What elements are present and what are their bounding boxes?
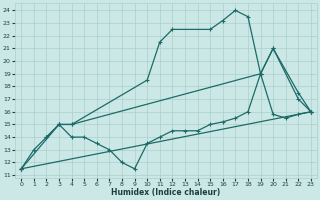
X-axis label: Humidex (Indice chaleur): Humidex (Indice chaleur) (111, 188, 221, 197)
